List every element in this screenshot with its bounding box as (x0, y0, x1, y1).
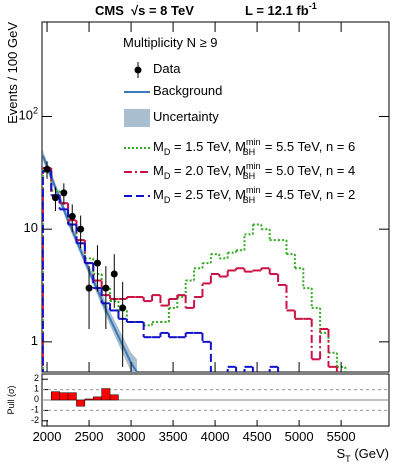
x-axis-label: ST (GeV) (336, 446, 389, 464)
data-point (68, 212, 76, 220)
data-point (85, 284, 93, 292)
x-tick-label: 3000 (117, 429, 146, 444)
legend-data-marker (134, 66, 142, 74)
data-point (119, 304, 127, 312)
pull-y-tick-label: -2 (31, 415, 39, 425)
uncertainty-band (42, 150, 137, 372)
data-point (102, 284, 110, 292)
legend-label: Data (153, 61, 181, 76)
pull-bar (59, 392, 69, 401)
x-tick-label: 3500 (159, 429, 188, 444)
data-point (60, 189, 68, 197)
pull-bar (101, 388, 111, 401)
pull-y-tick-label: 2 (34, 374, 39, 384)
x-tick-label: 4000 (201, 429, 230, 444)
data-point (43, 165, 51, 173)
pull-y-tick-label: -1 (31, 405, 39, 415)
data-point (93, 259, 101, 267)
overlay: CMS √s = 8 TeV L = 12.1 fb-1 Events / 100 G… (5, 1, 389, 464)
pull-bar (50, 391, 60, 401)
y-tick-label: 1 (31, 333, 38, 348)
chart-title: CMS (95, 3, 124, 18)
legend-title: Multiplicity N ≥ 9 (123, 35, 218, 50)
pull-y-label: Pull (σ) (6, 385, 16, 414)
legend-label: Uncertainty (153, 109, 219, 124)
data-point (51, 194, 59, 202)
legend-uncertainty (124, 109, 150, 127)
data-point (77, 225, 85, 233)
x-tick-label: 4500 (243, 429, 272, 444)
pull-bar (67, 392, 77, 401)
pull-y-tick-label: 0 (34, 394, 39, 404)
pull-bar (76, 399, 86, 407)
x-tick-label: 2500 (75, 429, 104, 444)
pull-y-tick-label: 1 (34, 384, 39, 394)
data-point (110, 270, 118, 278)
y-tick-label: 102 (18, 106, 38, 123)
energy: √s = 8 TeV (131, 3, 194, 18)
pull-bar (84, 398, 94, 401)
main-plot (42, 150, 347, 372)
pull-bar (109, 394, 119, 401)
y-tick-label: 10 (24, 221, 38, 236)
y-axis-label: Events / 100 GeV (5, 22, 20, 124)
x-tick-label: 5500 (327, 429, 356, 444)
legend-label: Background (153, 83, 222, 98)
pull-bar (93, 396, 102, 401)
lumi: L = 12.1 fb-1 (245, 1, 317, 18)
x-tick-label: 5000 (285, 429, 314, 444)
x-tick-label: 2000 (33, 429, 62, 444)
